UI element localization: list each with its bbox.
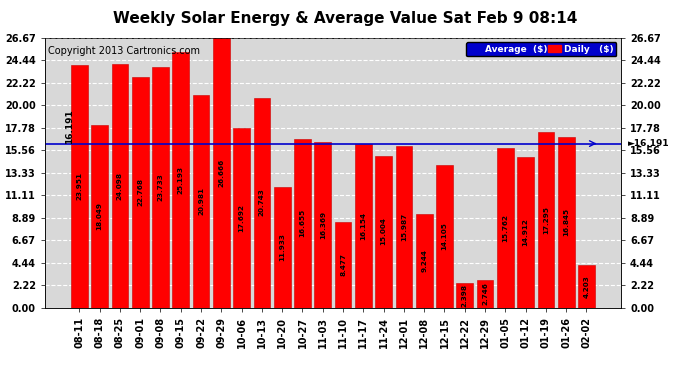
Text: 15.987: 15.987 [401,213,407,241]
Bar [254,98,270,308]
Bar [91,125,108,308]
Text: 17.295: 17.295 [543,206,549,234]
Text: 4.203: 4.203 [584,275,589,298]
Text: 11.933: 11.933 [279,233,285,261]
Text: 23.951: 23.951 [77,172,82,200]
Bar [213,38,230,308]
Text: 15.762: 15.762 [502,214,509,242]
Text: 16.154: 16.154 [360,212,366,240]
Text: 16.191: 16.191 [65,109,74,144]
Bar [395,146,412,308]
Bar [416,214,433,308]
Bar [132,77,148,308]
Bar [71,65,88,308]
Bar [335,222,351,308]
Text: 9.244: 9.244 [421,249,427,272]
Bar [497,148,513,308]
Bar [518,156,534,308]
Text: 23.733: 23.733 [157,174,164,201]
Text: 8.477: 8.477 [340,253,346,276]
Bar [172,53,189,308]
Bar [355,144,372,308]
Text: 17.692: 17.692 [239,204,245,232]
Bar [457,283,473,308]
Text: 24.098: 24.098 [117,171,123,200]
Bar [112,63,128,308]
Text: 2.398: 2.398 [462,284,468,307]
Bar [233,128,250,308]
Text: 16.655: 16.655 [299,209,306,237]
Bar [193,95,209,308]
Bar [477,280,493,308]
Bar [558,137,575,308]
Bar [436,165,453,308]
Bar [152,67,169,308]
Legend: Average  ($), Daily   ($): Average ($), Daily ($) [466,42,616,56]
Text: 14.912: 14.912 [522,218,529,246]
Text: 16.845: 16.845 [563,208,569,236]
Text: 20.981: 20.981 [198,187,204,215]
Text: 15.004: 15.004 [381,217,386,246]
Bar [294,139,310,308]
Text: ►16.191: ►16.191 [628,139,669,148]
Text: 20.743: 20.743 [259,189,265,216]
Text: 26.666: 26.666 [218,158,224,187]
Bar [375,156,392,308]
Bar [274,187,290,308]
Text: 14.105: 14.105 [442,222,448,250]
Text: 16.369: 16.369 [319,211,326,239]
Text: 22.768: 22.768 [137,178,144,206]
Bar [578,265,595,308]
Text: Weekly Solar Energy & Average Value Sat Feb 9 08:14: Weekly Solar Energy & Average Value Sat … [112,11,578,26]
Text: 25.193: 25.193 [178,166,184,194]
Bar [538,132,554,308]
Text: 18.049: 18.049 [97,202,103,230]
Text: 2.746: 2.746 [482,282,488,305]
Text: Copyright 2013 Cartronics.com: Copyright 2013 Cartronics.com [48,46,199,56]
Bar [315,142,331,308]
